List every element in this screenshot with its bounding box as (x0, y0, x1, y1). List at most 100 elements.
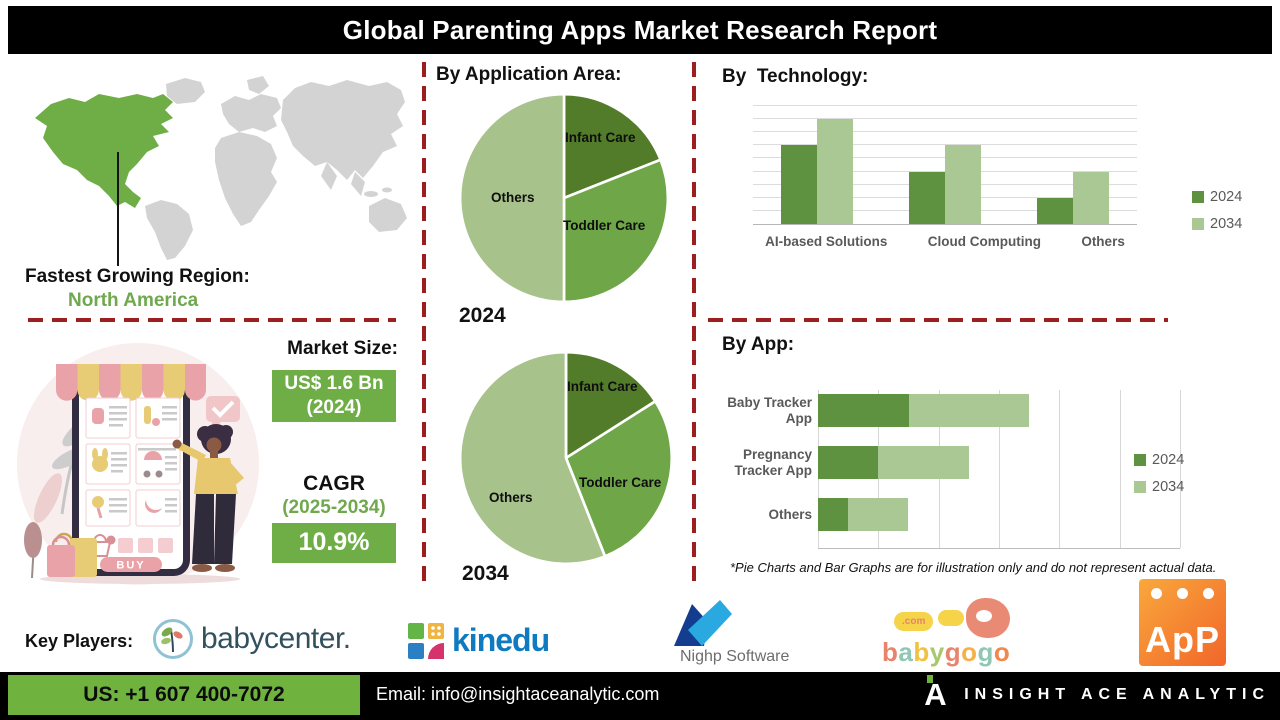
awning (56, 364, 206, 401)
bar-2034 (945, 145, 981, 224)
nighp-icon (674, 600, 732, 646)
fastest-growing-region-value: North America (68, 290, 199, 311)
pie-chart-2034: Infant Care Toddler Care Others (458, 350, 674, 566)
nighp-software-logo: Nighp Software (666, 596, 789, 666)
dashed-divider-vertical-left (422, 62, 426, 590)
gridline (999, 390, 1000, 548)
pie-chart-2024: Infant Care Toddler Care Others (458, 92, 670, 304)
bar-row-others: Others (700, 498, 1180, 531)
legend-swatch (1192, 191, 1204, 203)
cagr-value-box: 10.9% (272, 523, 396, 563)
legend-label: 2024 (1152, 452, 1185, 468)
south-america (145, 200, 193, 260)
babygogo-letter: b (913, 637, 930, 667)
bar-track (818, 498, 1180, 531)
gridline (1059, 390, 1061, 548)
woman-figure (172, 424, 244, 572)
row-label-baby-tracker: Baby Tracker App (727, 394, 812, 426)
bar-track (818, 446, 1180, 479)
bar-2024 (1037, 197, 1073, 224)
asia (281, 80, 405, 180)
bar-2034 (817, 119, 853, 224)
map-pointer-line (117, 152, 119, 266)
market-size-label: Market Size: (287, 338, 398, 359)
section-heading-application: By Application Area: (436, 64, 622, 85)
babygogo-letter: o (961, 637, 978, 667)
pie-label-others: Others (489, 490, 533, 505)
shopping-app-illustration: BUY (17, 343, 259, 585)
world-map (35, 76, 407, 260)
bar-group-cloud-computing (909, 106, 981, 224)
brand-mark-dot (927, 674, 934, 683)
dashed-divider-vertical-right (692, 62, 696, 590)
app-legend: 2024 2034 (1134, 452, 1184, 495)
legend-item-2034: 2034 (1134, 479, 1184, 495)
product-text-lines (109, 406, 177, 513)
key-players-label: Key Players: (25, 631, 134, 651)
pie-svg-2024 (458, 92, 670, 304)
legend-label: 2034 (1152, 479, 1185, 495)
cagr-label: CAGR (303, 472, 365, 495)
disclaimer-note: *Pie Charts and Bar Graphs are for illus… (730, 560, 1217, 575)
title-bar: Global Parenting Apps Market Research Re… (8, 6, 1272, 54)
babygogo-letter: b (882, 637, 899, 667)
bar-segment-2034 (878, 446, 969, 479)
north-america-highlight (35, 94, 173, 208)
pie-year-2034: 2034 (462, 562, 509, 585)
babygogo-letter: o (993, 637, 1011, 667)
bar-2024 (909, 171, 945, 224)
app-logo-dot (1151, 588, 1162, 599)
bar-segment-2024 (818, 498, 849, 531)
kinedu-wordmark: kinedu (452, 622, 550, 658)
babycenter-icon (153, 619, 193, 659)
technology-bar-chart (753, 105, 1137, 225)
kinedu-icon (408, 622, 444, 659)
gridline (1180, 390, 1181, 548)
fastest-growing-region-label: Fastest Growing Region: (25, 266, 250, 287)
pie-label-toddler-care: Toddler Care (563, 218, 646, 233)
gridline (753, 144, 1137, 146)
brand-mark-letter: A (924, 676, 947, 712)
babygogo-letter: a (898, 637, 914, 667)
babygogo-letter: g (977, 637, 994, 667)
dashed-divider-horizontal-right (708, 318, 1168, 322)
bar-segment-2034 (908, 394, 1030, 427)
pie-svg-2034 (458, 350, 674, 566)
pie-year-2024: 2024 (459, 304, 506, 327)
buy-button: BUY (100, 557, 162, 572)
market-size-year: (2024) (306, 397, 362, 418)
footer-phone: US: +1 607 400-7072 (8, 675, 360, 715)
footer-email: Email: info@insightaceanalytic.com (376, 684, 660, 704)
legend-item-2034: 2034 (1192, 216, 1242, 232)
europe (221, 94, 281, 132)
app-chart-rows: Baby Tracker App Pregnancy Tracker App O… (700, 394, 1180, 531)
bar-segment-2024 (818, 446, 879, 479)
pie-slice-others (458, 92, 566, 304)
pie-slice-infant-care (564, 350, 658, 461)
bar-groups (753, 106, 1137, 224)
africa (215, 132, 277, 226)
greenland (166, 78, 205, 104)
bar-segment-2034 (848, 498, 909, 531)
check-bubble (206, 396, 240, 431)
indonesia-2 (382, 187, 392, 193)
babygogo-letter: g (944, 637, 962, 667)
pie-slice-others (458, 350, 607, 566)
pie-label-infant-care: Infant Care (567, 379, 638, 394)
cagr-period: (2025-2034) (282, 497, 386, 518)
legend-label: 2034 (1210, 216, 1243, 232)
babygogo-cloud (938, 610, 964, 626)
technology-category-labels: AI-based Solutions Cloud Computing Other… (745, 234, 1145, 249)
technology-legend: 2024 2034 (1192, 189, 1242, 232)
app-logo-dot (1177, 588, 1188, 599)
cagr-value: 10.9% (298, 528, 370, 557)
pie-slice-toddler-care (564, 399, 674, 559)
babygogo-letter: y (929, 637, 945, 667)
legend-label: 2024 (1210, 189, 1243, 205)
babygogo-com-cloud: .com (894, 612, 934, 631)
pie-label-infant-care: Infant Care (565, 130, 636, 145)
babygogo-logo: .com babygogo (880, 596, 1028, 668)
market-size-value-box: US$ 1.6 Bn (2024) (272, 370, 396, 422)
bar-segment-2024 (818, 394, 909, 427)
babycenter-logo: babycenter. (152, 618, 351, 660)
